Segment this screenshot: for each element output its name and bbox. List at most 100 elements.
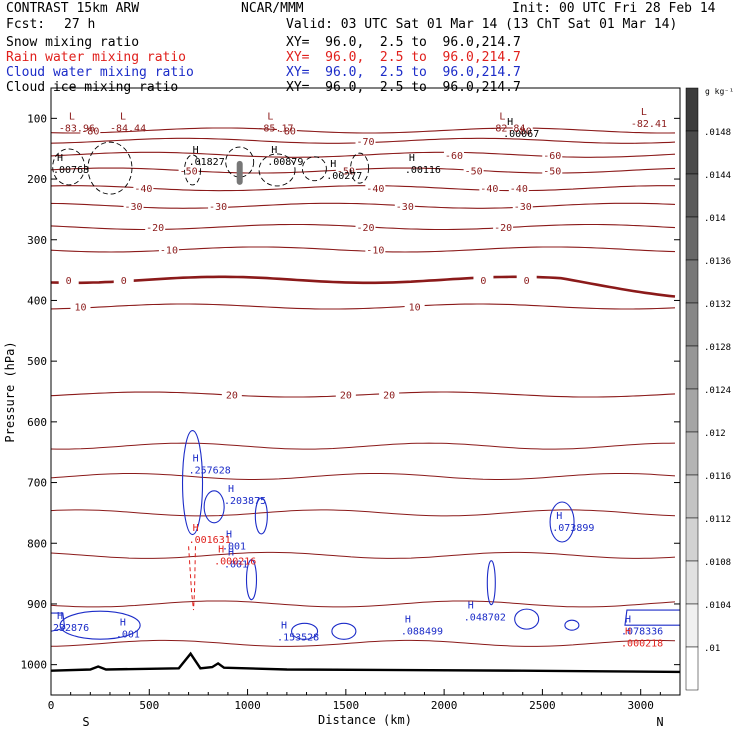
temperature-contour-label: -80 [81,126,99,137]
field-cloud-water-xy: XY= 96.0, 2.5 to 96.0,214.7 [286,65,521,80]
temperature-contour [50,509,676,517]
x-tick-label: 500 [139,699,159,712]
snow-contour [258,153,296,187]
extremum-value: .00277 [326,171,362,182]
contour-label-bg [493,221,514,233]
extremum-value: .088499 [401,626,443,637]
temperature-contour [50,600,676,608]
cloud-water-contour [564,619,580,631]
temperature-contour-label: 20 [340,391,352,402]
temperature-contour-label: 0 [480,276,486,287]
x-tick-label: 1000 [234,699,261,712]
extremum-value: -82.84 [489,123,525,134]
temperature-contour-label: 20 [226,391,238,402]
terrain-line [50,651,681,674]
colorbar-segment [685,388,699,433]
extremum-value: -85.17 [257,123,293,134]
extremum-value: .00763 [53,165,89,176]
temperature-contour [50,202,676,209]
rain-contour [188,546,195,611]
contour-label-bg [355,221,376,233]
contour-label-bg [133,182,154,194]
x-tick-label: 2500 [529,699,556,712]
colorbar-tick-label: .014 [704,214,726,224]
high-marker: H [120,617,126,628]
field-rain-xy: XY= 96.0, 2.5 to 96.0,214.7 [286,50,521,65]
extremum-value: .001 [222,541,246,552]
y-tick-label: 600 [27,416,47,429]
cloud-water-contour [514,608,540,630]
colorbar-tick-label: .0136 [704,257,731,267]
x-tick-label: 0 [48,699,55,712]
colorbar-tick-label: .012 [704,429,726,439]
temperature-contours: -80 -80 -80-70-60 -60-50 -50 -50 -50-40 -40 -40-… [50,124,676,647]
contour-label-bg [394,199,415,211]
high-marker: H [228,484,234,495]
x-tick-label: 2000 [431,699,458,712]
temperature-contour-label: -70 [356,137,374,148]
contour-label-bg [58,273,79,285]
forecast-label: Fcst: [6,17,46,32]
colorbar-tick-label: .0108 [704,558,731,568]
snow-contour [350,152,370,184]
temperature-contour-label: -60 [445,151,463,162]
colorbar-tick-label: .0132 [704,300,731,310]
temperature-contour [50,246,676,253]
cloud-water-contour [331,622,357,640]
colorbar-segment [685,173,699,218]
temperature-contour-label: -80 [278,126,296,137]
temperature-contour-label: -30 [514,202,532,213]
contour-label-bg [221,388,242,400]
x-tick-label: 3000 [627,699,654,712]
high-marker: H [625,614,631,625]
temperature-contour-label: -10 [160,245,178,256]
contour-label-bg [113,273,134,285]
temperature-contour-label: -50 [337,167,355,178]
contour-label-bg [208,199,229,211]
snow-contour [301,156,327,182]
colorbar-segment [685,603,699,648]
colorbar-segment [685,517,699,562]
colorbar-tick-label: .0148 [704,128,731,138]
temperature-contour-label: -50 [543,167,561,178]
high-marker: H [226,529,232,540]
extremum-value: .078336 [621,626,663,637]
temperature-contour-label: 20 [383,391,395,402]
y-axis-title: Pressure (hPa) [3,341,17,442]
colorbar-tick-label: .0112 [704,515,731,525]
rain-contour [193,546,196,611]
cloud-water-contour [291,622,319,640]
rain-contours [188,546,196,611]
forecast-hour: 27 h [64,17,96,32]
temperature-contour [50,303,676,310]
high-marker: H [468,600,474,611]
temperature-contour-label: 0 [66,276,72,287]
temperature-contour-label: 10 [409,303,421,314]
temperature-contour [50,167,676,174]
temperature-contour-label: -50 [180,167,198,178]
x-end-right: N [656,715,663,729]
temperature-contour [50,185,675,192]
snow-contour [87,141,133,195]
y-tick-label: 200 [27,173,47,186]
colorbar-tick-label: .0144 [704,171,731,181]
contour-label-bg [404,300,425,312]
contour-label-bg [508,182,529,194]
extremum-value: .153528 [277,632,319,643]
extremum-value: .203875 [224,496,266,507]
contour-label-bg [479,182,500,194]
contour-label-bg [178,164,199,176]
high-marker: H [57,611,63,622]
temperature-contour [50,639,676,647]
temperature-contour-label: 0 [524,276,530,287]
temperature-contour-label: -40 [480,184,498,195]
extremum-value: -84.44 [110,123,146,134]
model-title: CONTRAST 15km ARW [6,1,140,16]
y-tick-label: 900 [27,598,47,611]
high-marker: H [271,145,277,156]
colorbar-unit: g kg⁻¹ [705,87,734,96]
y-tick-label: 300 [27,234,47,247]
extremum-value: .001 [224,559,248,570]
